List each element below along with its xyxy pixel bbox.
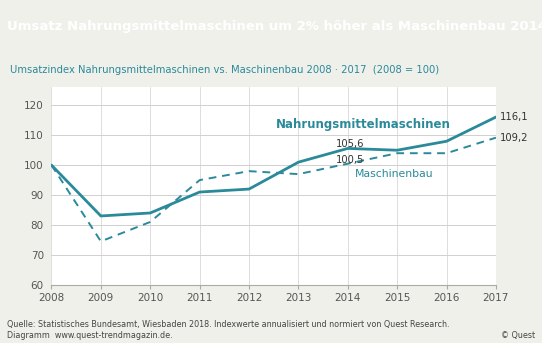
Text: Quelle: Statistisches Bundesamt, Wiesbaden 2018. Indexwerte annualisiert und nor: Quelle: Statistisches Bundesamt, Wiesbad… [7, 320, 449, 340]
Text: Umsatz Nahrungsmittelmaschinen um 2% höher als Maschinenbau 2014 - 2017: Umsatz Nahrungsmittelmaschinen um 2% höh… [7, 20, 542, 33]
Text: Umsatzindex Nahrungsmittelmaschinen vs. Maschinenbau 2008 · 2017  (2008 = 100): Umsatzindex Nahrungsmittelmaschinen vs. … [10, 65, 439, 75]
Text: 109,2: 109,2 [500, 133, 528, 143]
Text: Maschinenbau: Maschinenbau [355, 168, 434, 178]
Text: 105,6: 105,6 [335, 139, 364, 149]
Text: 116,1: 116,1 [500, 112, 528, 122]
Text: 100,5: 100,5 [335, 155, 364, 165]
Text: © Quest: © Quest [501, 331, 535, 340]
Text: Nahrungsmittelmaschinen: Nahrungsmittelmaschinen [276, 118, 451, 131]
